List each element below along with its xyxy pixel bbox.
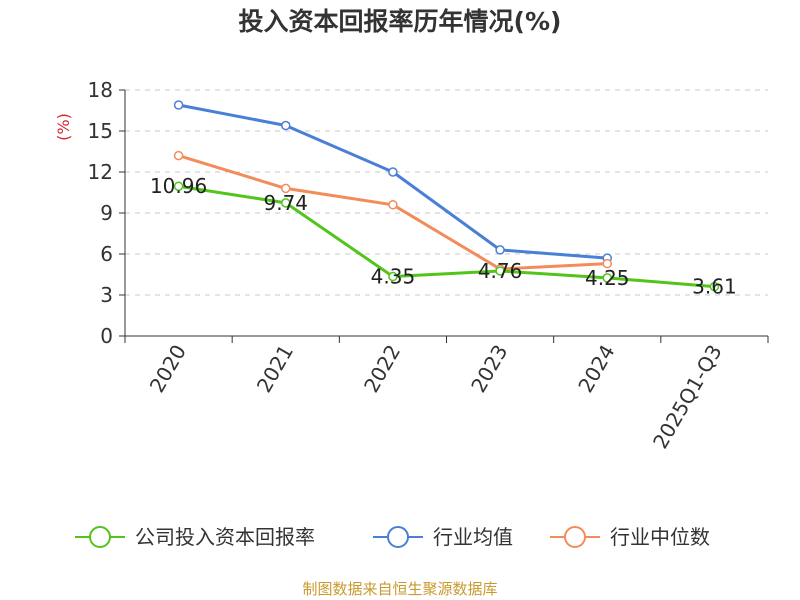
data-point	[281, 183, 291, 194]
x-tick-label: 2025Q1-Q3	[648, 341, 727, 453]
x-tick-label: 2020	[145, 341, 191, 397]
chart-title: 投入资本回报率历年情况(%)	[238, 7, 562, 36]
data-label: 4.25	[585, 266, 630, 290]
y-tick-label: 15	[88, 119, 113, 143]
x-tick-label: 2022	[359, 341, 405, 397]
source-note: 制图数据来自恒生聚源数据库	[302, 580, 498, 598]
legend: 公司投入资本回报率 行业均值 行业中位数	[75, 525, 710, 549]
legend-label: 行业中位数	[610, 525, 710, 549]
data-point	[281, 120, 291, 131]
y-tick-label: 12	[88, 160, 113, 184]
data-point	[388, 271, 398, 282]
data-point	[709, 281, 720, 292]
data-point	[173, 181, 184, 191]
legend-label: 行业均值	[433, 525, 513, 549]
series-line-1	[178, 103, 608, 260]
legend-label: 公司投入资本回报率	[135, 525, 315, 549]
y-axis-label: (%)	[54, 113, 73, 141]
series-line-0	[178, 184, 715, 289]
legend-swatch-marker	[89, 526, 111, 548]
data-label: 4.76	[478, 259, 523, 283]
x-tick-label: 2024	[573, 341, 619, 397]
data-point	[495, 266, 505, 276]
data-label: 3.61	[692, 275, 737, 299]
y-tick-label: 3	[100, 283, 113, 307]
y-tick-label: 6	[100, 242, 113, 266]
legend-swatch-marker	[387, 526, 409, 548]
y-tick-label: 0	[100, 324, 113, 348]
data-label-layer: 10.96 9.74 4.35 4.76 4.25 3.61	[150, 174, 737, 298]
grid-layer	[125, 89, 768, 296]
data-point	[173, 150, 184, 161]
y-tick-label: 9	[100, 201, 113, 225]
y-tick-label: 18	[88, 78, 113, 102]
data-label: 10.96	[150, 174, 207, 198]
data-point	[281, 198, 291, 208]
data-label: 4.35	[371, 265, 416, 289]
legend-swatch-marker	[564, 526, 586, 548]
data-point	[388, 200, 398, 210]
data-point	[602, 273, 612, 283]
x-tick-label: 2023	[466, 341, 512, 397]
data-point	[173, 100, 184, 110]
series-layer	[173, 100, 720, 292]
x-tick-label: 2021	[252, 341, 298, 397]
data-point	[388, 167, 398, 177]
data-point	[602, 258, 612, 269]
data-label: 9.74	[263, 191, 308, 215]
data-point	[495, 245, 505, 255]
